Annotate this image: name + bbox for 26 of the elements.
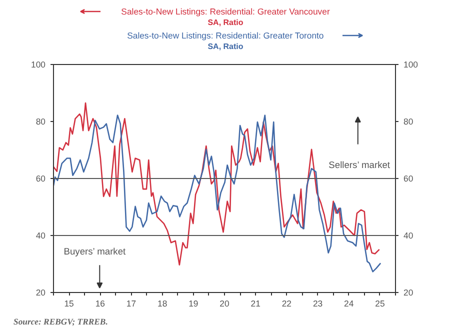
- x-tick-label: 24: [344, 298, 354, 308]
- y-tick-label: 40: [36, 230, 46, 240]
- y-tick-label: 100: [31, 60, 46, 70]
- x-tick-label: 15: [64, 298, 74, 308]
- y2-tick-label: 40: [404, 230, 414, 240]
- annotation: Sellers’ market: [328, 160, 390, 170]
- x-tick-label: 16: [95, 298, 106, 308]
- y-tick-label: 80: [36, 116, 46, 126]
- x-tick-label: 21: [250, 298, 261, 308]
- legend-label: Sales-to-New Listings: Residential: Greater Vancouver SA, Ratio: [121, 6, 330, 27]
- y2-tick-label: 100: [404, 60, 418, 70]
- x-tick-label: 18: [158, 298, 168, 308]
- x-tick-label: 25: [375, 298, 385, 308]
- y-tick-label: 60: [36, 174, 46, 184]
- annotation: Buyers’ market: [64, 246, 126, 256]
- x-tick-label: 19: [188, 298, 198, 308]
- text: Sales-to-New Listings: Residential: Greater Toronto SA, Ratio: [127, 30, 324, 51]
- y2-tick-label: 20: [404, 288, 414, 298]
- y2-tick-label: 80: [404, 116, 414, 126]
- x-tick-label: 20: [220, 298, 230, 308]
- x-tick-label: 23: [312, 298, 323, 308]
- y2-tick-label: 60: [404, 174, 414, 184]
- x-tick-label: 22: [282, 298, 292, 308]
- x-tick-label: 17: [126, 298, 136, 308]
- y-tick-label: 20: [36, 288, 46, 298]
- source-note: Source: REBGV; TRREB.: [14, 316, 108, 326]
